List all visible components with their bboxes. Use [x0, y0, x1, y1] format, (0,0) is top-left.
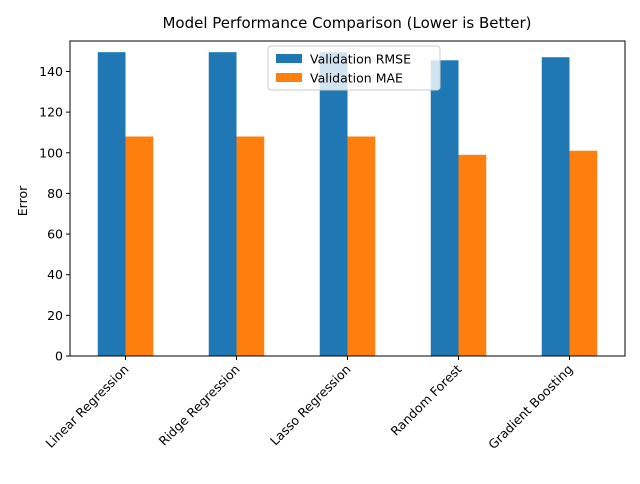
- bar-rmse-3: [430, 60, 459, 356]
- x-tick-label: Gradient Boosting: [485, 362, 576, 453]
- bars-group: [97, 52, 598, 357]
- bar-rmse-1: [208, 52, 237, 356]
- y-tick-label: 80: [47, 186, 63, 201]
- y-tick-label: 100: [39, 145, 63, 160]
- y-tick-label: 40: [47, 267, 63, 282]
- bar-rmse-0: [97, 52, 126, 356]
- bar-mae-0: [125, 136, 154, 356]
- y-tick-label: 20: [47, 308, 63, 323]
- x-tick-label: Linear Regression: [42, 362, 131, 451]
- bar-rmse-4: [541, 57, 570, 357]
- legend-box: [267, 45, 441, 91]
- bar-mae-3: [458, 154, 487, 356]
- legend-swatch-1: [276, 73, 302, 82]
- x-axis-ticks: Linear Regression Ridge Regression Lasso R…: [42, 356, 576, 453]
- x-tick-label: Lasso Regression: [267, 362, 354, 449]
- bar-mae-4: [569, 150, 598, 356]
- legend-label-1: Validation MAE: [310, 71, 403, 86]
- y-axis-ticks: 0 20 40 60 80 100 120 140: [39, 64, 70, 364]
- bar-rmse-2: [319, 52, 348, 356]
- bar-mae-2: [347, 136, 376, 356]
- legend: Validation RMSE Validation MAE: [267, 45, 441, 91]
- y-tick-label: 140: [39, 64, 63, 79]
- y-tick-label: 0: [55, 349, 63, 364]
- y-axis-label: Error: [15, 185, 30, 216]
- bar-mae-1: [236, 136, 265, 356]
- x-tick-label: Ridge Regression: [156, 362, 243, 449]
- legend-label-0: Validation RMSE: [310, 52, 411, 67]
- plot-frame: [69, 40, 626, 357]
- legend-swatch-0: [276, 54, 302, 63]
- chart-title: Model Performance Comparison (Lower is B…: [162, 14, 531, 32]
- x-tick-label: Random Forest: [387, 361, 464, 438]
- y-tick-label: 60: [47, 227, 63, 242]
- y-tick-label: 120: [39, 105, 63, 120]
